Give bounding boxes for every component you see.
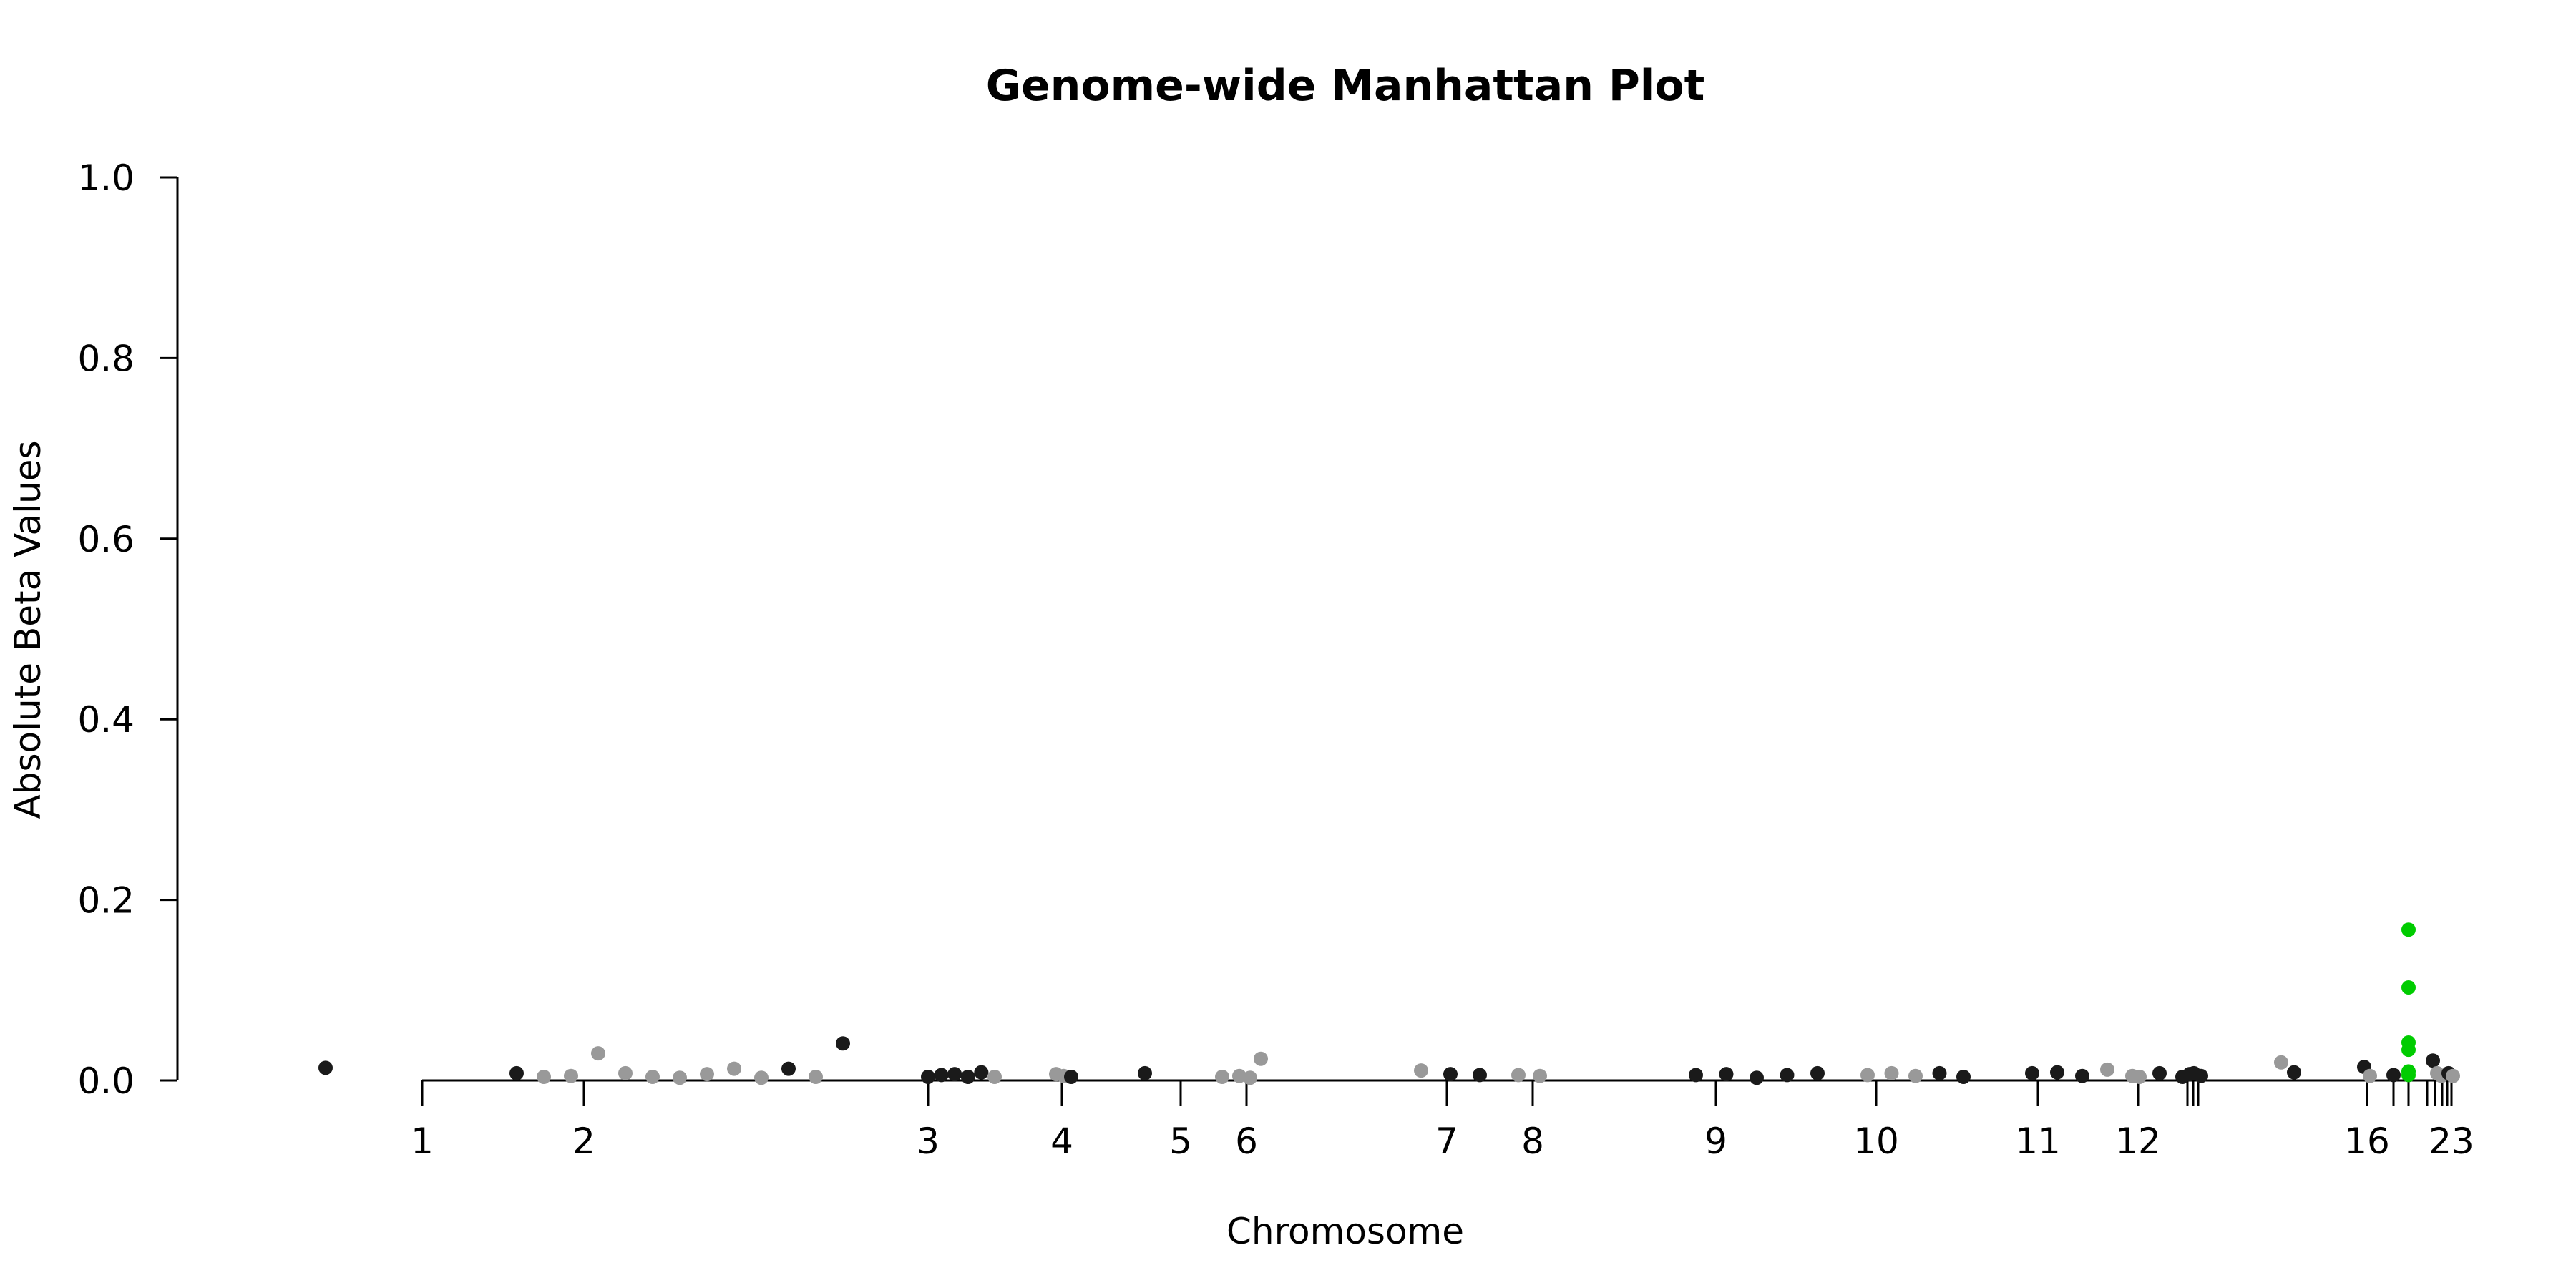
data-point xyxy=(754,1070,769,1085)
data-point xyxy=(537,1069,551,1084)
data-point xyxy=(564,1068,578,1083)
data-point xyxy=(1511,1068,1526,1083)
x-tick-label: 7 xyxy=(1435,1121,1458,1162)
data-point xyxy=(781,1061,796,1076)
data-point xyxy=(618,1065,633,1080)
data-point xyxy=(2075,1068,2089,1083)
data-point xyxy=(2386,1068,2401,1083)
y-tick-label: 0.0 xyxy=(77,1060,135,1102)
x-tick-label: 8 xyxy=(1521,1121,1544,1162)
data-point xyxy=(727,1061,741,1076)
data-point xyxy=(1750,1070,1764,1085)
data-point xyxy=(1689,1068,1703,1083)
x-tick-label: 10 xyxy=(1853,1121,1899,1162)
data-point xyxy=(2401,1068,2416,1083)
data-point xyxy=(836,1036,850,1051)
data-point xyxy=(2274,1055,2288,1070)
data-point xyxy=(2050,1065,2064,1080)
y-axis: 0.0 0.2 0.4 0.6 0.8 1.0 xyxy=(77,157,179,1102)
data-points xyxy=(318,922,2460,1085)
x-tick-label: 2 xyxy=(572,1121,595,1162)
data-point xyxy=(1932,1065,1947,1080)
data-point xyxy=(1064,1069,1078,1084)
data-point xyxy=(1138,1065,1152,1080)
x-tick-label: 1 xyxy=(411,1121,434,1162)
data-point xyxy=(921,1069,935,1084)
data-point xyxy=(987,1069,1002,1084)
data-point xyxy=(2401,980,2416,995)
data-point xyxy=(1473,1068,1487,1083)
y-tick-label: 0.8 xyxy=(77,338,135,379)
data-point xyxy=(1254,1051,1268,1066)
data-point xyxy=(645,1069,660,1084)
data-point xyxy=(2401,1043,2416,1058)
y-tick-label: 0.4 xyxy=(77,699,135,741)
y-axis-label: Absolute Beta Values xyxy=(7,441,49,819)
data-point xyxy=(934,1068,949,1083)
data-point xyxy=(2401,922,2416,937)
data-point xyxy=(509,1065,524,1080)
y-tick-label: 0.2 xyxy=(77,880,135,922)
data-point xyxy=(2100,1062,2114,1077)
x-tick-label: 6 xyxy=(1235,1121,1258,1162)
data-point xyxy=(947,1067,962,1082)
data-point xyxy=(700,1067,714,1082)
data-point xyxy=(1810,1065,1825,1080)
data-point xyxy=(2426,1053,2440,1068)
data-point xyxy=(1884,1065,1899,1080)
x-tick-label: 4 xyxy=(1050,1121,1073,1162)
data-point xyxy=(2287,1065,2301,1080)
data-point xyxy=(960,1069,975,1084)
data-point xyxy=(1719,1067,1734,1082)
data-point xyxy=(974,1065,989,1080)
x-tick-label: 3 xyxy=(917,1121,940,1162)
x-tick-label: 12 xyxy=(2115,1121,2161,1162)
data-point xyxy=(1215,1069,1229,1084)
data-point xyxy=(591,1046,605,1061)
x-tick-label: 23 xyxy=(2429,1121,2474,1162)
data-point xyxy=(1443,1067,1458,1082)
data-point xyxy=(1243,1070,1257,1085)
x-axis-label: Chromosome xyxy=(1226,1211,1464,1252)
data-point xyxy=(1780,1068,1795,1083)
data-point xyxy=(673,1070,687,1085)
x-tick-label: 11 xyxy=(2015,1121,2061,1162)
data-point xyxy=(1414,1063,1428,1078)
x-axis: 1 2 3 4 5 6 7 8 9 10 11 12 16 23 xyxy=(411,1079,2474,1162)
data-point xyxy=(318,1060,333,1075)
x-tick-label: 5 xyxy=(1169,1121,1192,1162)
y-tick-label: 0.6 xyxy=(77,519,135,560)
data-point xyxy=(1956,1069,1971,1084)
x-tick-label: 16 xyxy=(2344,1121,2390,1162)
x-tick-label: 9 xyxy=(1704,1121,1727,1162)
data-point xyxy=(1533,1068,1547,1083)
data-point xyxy=(809,1069,823,1084)
data-point xyxy=(2446,1068,2460,1083)
data-point xyxy=(2132,1069,2147,1084)
data-point xyxy=(2152,1065,2167,1080)
y-tick-label: 1.0 xyxy=(77,157,135,199)
data-point xyxy=(2025,1065,2039,1080)
data-point xyxy=(2363,1068,2377,1083)
chart-title: Genome-wide Manhattan Plot xyxy=(986,61,1705,111)
data-point xyxy=(1860,1068,1875,1083)
data-point xyxy=(1232,1068,1246,1083)
data-point xyxy=(1908,1068,1923,1083)
data-point xyxy=(2194,1068,2208,1083)
